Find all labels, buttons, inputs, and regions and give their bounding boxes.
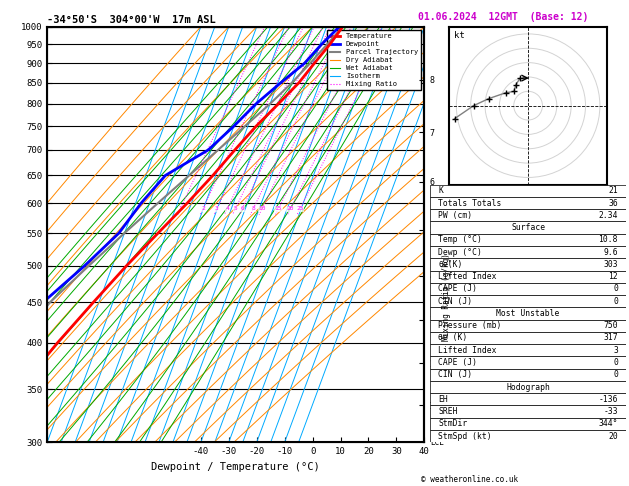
Text: 21: 21 — [608, 186, 618, 195]
Text: 2.34: 2.34 — [599, 211, 618, 220]
Bar — [430, 356, 626, 369]
Text: Hodograph: Hodograph — [506, 382, 550, 392]
Text: 01.06.2024  12GMT  (Base: 12): 01.06.2024 12GMT (Base: 12) — [418, 12, 589, 22]
Text: θe (K): θe (K) — [438, 333, 467, 343]
Text: 3: 3 — [613, 346, 618, 355]
Text: 0: 0 — [613, 370, 618, 379]
Text: CIN (J): CIN (J) — [438, 370, 472, 379]
Text: K: K — [438, 186, 443, 195]
Bar — [430, 430, 626, 442]
Bar — [430, 369, 626, 381]
Bar — [430, 393, 626, 405]
Bar — [430, 271, 626, 283]
Bar — [430, 381, 626, 393]
Text: -34°50'S  304°00'W  17m ASL: -34°50'S 304°00'W 17m ASL — [47, 15, 216, 25]
Text: 20: 20 — [287, 207, 294, 211]
Bar — [430, 295, 626, 307]
Text: 3: 3 — [215, 207, 219, 211]
Text: Temp (°C): Temp (°C) — [438, 235, 482, 244]
Text: Most Unstable: Most Unstable — [496, 309, 560, 318]
Text: Dewp (°C): Dewp (°C) — [438, 247, 482, 257]
Bar — [430, 209, 626, 222]
Bar — [430, 307, 626, 320]
Text: kt: kt — [454, 32, 465, 40]
Text: 12: 12 — [608, 272, 618, 281]
Text: CIN (J): CIN (J) — [438, 296, 472, 306]
Bar — [430, 222, 626, 234]
Text: 10.8: 10.8 — [599, 235, 618, 244]
Text: 0: 0 — [613, 284, 618, 294]
Text: Mixing Ratio (g/kg): Mixing Ratio (g/kg) — [442, 253, 451, 341]
Text: 0: 0 — [613, 358, 618, 367]
Bar — [430, 320, 626, 332]
Text: 6: 6 — [240, 207, 244, 211]
Bar — [430, 344, 626, 356]
Text: 8: 8 — [252, 207, 255, 211]
X-axis label: Dewpoint / Temperature (°C): Dewpoint / Temperature (°C) — [152, 462, 320, 472]
Text: Lifted Index: Lifted Index — [438, 346, 497, 355]
Text: © weatheronline.co.uk: © weatheronline.co.uk — [421, 474, 518, 484]
Text: 25: 25 — [296, 207, 304, 211]
Text: 9.6: 9.6 — [603, 247, 618, 257]
Text: Totals Totals: Totals Totals — [438, 199, 501, 208]
Text: SREH: SREH — [438, 407, 458, 416]
Text: Lifted Index: Lifted Index — [438, 272, 497, 281]
Bar — [430, 283, 626, 295]
Bar — [430, 258, 626, 271]
Text: 317: 317 — [603, 333, 618, 343]
Y-axis label: km
ASL: km ASL — [455, 225, 469, 244]
Text: 15: 15 — [275, 207, 282, 211]
Bar — [430, 234, 626, 246]
Text: 4: 4 — [225, 207, 229, 211]
Bar — [430, 185, 626, 197]
Text: 5: 5 — [233, 207, 237, 211]
Legend: Temperature, Dewpoint, Parcel Trajectory, Dry Adiabat, Wet Adiabat, Isotherm, Mi: Temperature, Dewpoint, Parcel Trajectory… — [327, 30, 421, 90]
Text: StmDir: StmDir — [438, 419, 467, 428]
Text: LCL: LCL — [430, 438, 444, 447]
Bar — [430, 246, 626, 258]
Text: Pressure (mb): Pressure (mb) — [438, 321, 501, 330]
Text: 2: 2 — [201, 207, 205, 211]
Text: 1: 1 — [179, 207, 182, 211]
Text: 0: 0 — [613, 296, 618, 306]
Text: 750: 750 — [603, 321, 618, 330]
Bar — [430, 197, 626, 209]
Text: StmSpd (kt): StmSpd (kt) — [438, 432, 492, 441]
Text: 36: 36 — [608, 199, 618, 208]
Text: Surface: Surface — [511, 223, 545, 232]
Text: PW (cm): PW (cm) — [438, 211, 472, 220]
Text: 303: 303 — [603, 260, 618, 269]
Text: CAPE (J): CAPE (J) — [438, 284, 477, 294]
Text: CAPE (J): CAPE (J) — [438, 358, 477, 367]
Text: 10: 10 — [258, 207, 265, 211]
Text: 344°: 344° — [599, 419, 618, 428]
Text: -33: -33 — [603, 407, 618, 416]
Text: 20: 20 — [608, 432, 618, 441]
Bar — [430, 418, 626, 430]
Bar — [430, 405, 626, 418]
Bar — [430, 332, 626, 344]
Text: -136: -136 — [599, 395, 618, 404]
Text: θe(K): θe(K) — [438, 260, 462, 269]
Text: EH: EH — [438, 395, 448, 404]
